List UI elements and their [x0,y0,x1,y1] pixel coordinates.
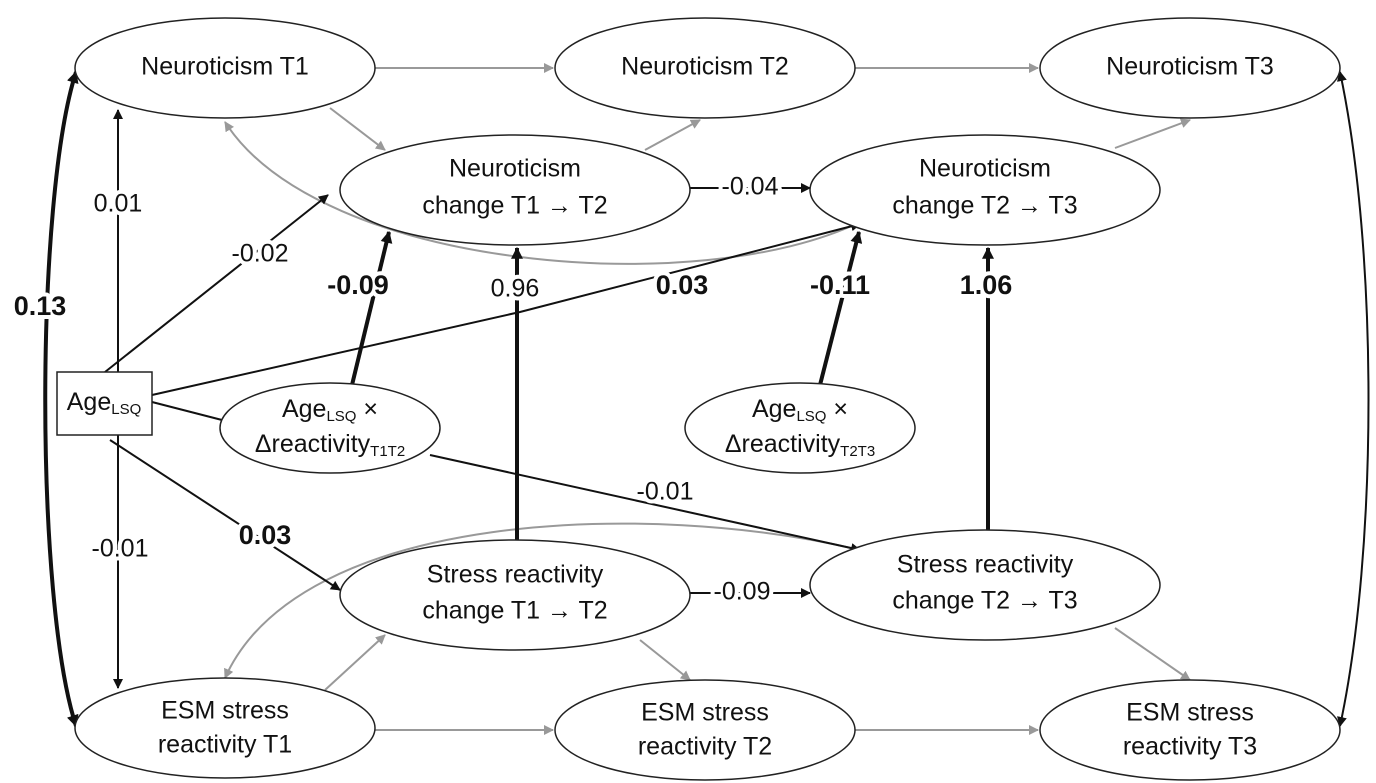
node [809,529,1161,641]
path-label: 1.06 [960,270,1013,300]
node-label: AgeLSQ × [282,395,378,425]
subscript: LSQ [111,401,141,418]
node [809,134,1161,246]
path-label: -0.09 [714,578,771,606]
text: × [826,395,848,423]
path-label: -0.01 [92,535,149,563]
node [74,677,376,779]
arrows [43,63,1370,735]
text: Δreactivity [255,430,371,458]
node-label: ESM stress [1126,699,1254,727]
node [554,679,856,781]
node-label: Stress reactivity [427,561,604,589]
node [554,17,856,119]
path-label: -0.01 [637,478,694,506]
node-label: ESM stress [641,699,769,727]
subscript: LSQ [326,408,356,425]
node-label: change T2 → T3 [892,587,1077,615]
subscript: T1T2 [370,443,405,460]
node-label: AgeLSQ × [752,395,848,425]
node-label: Neuroticism [449,155,581,183]
node [1039,679,1341,781]
nodes: Neuroticism T1 Neuroticism T2 Neuroticis… [56,17,1341,781]
node-label: Neuroticism [919,155,1051,183]
path-label: -0.04 [722,173,779,201]
node-label: Neuroticism T2 [621,53,789,81]
node-label: ΔreactivityT1T2 [255,430,405,460]
node-label: ESM stress [161,697,289,725]
text: × [356,395,378,423]
text: Δreactivity [725,430,841,458]
path-label: -0.02 [232,240,289,268]
node [1039,17,1341,119]
node [684,382,916,474]
path-label: 0.03 [656,270,709,300]
path-labels: 0.01 -0.02 -0.09 0.96 0.03 -0.11 1.06 0.… [10,169,1017,610]
node [74,17,376,119]
text: Age [282,395,326,423]
node [219,382,441,474]
node-label: AgeLSQ [67,388,142,418]
node-label: change T1 → T2 [422,597,607,625]
text: Age [67,388,111,416]
node-label: reactivity T3 [1123,733,1257,761]
node-label: reactivity T2 [638,733,772,761]
path-label: -0.11 [810,270,870,300]
path-label: 0.01 [94,190,143,218]
node-label: change T1 → T2 [422,192,607,220]
text: Age [752,395,796,423]
path-label: 0.03 [239,520,292,550]
node-label: Neuroticism T3 [1106,53,1274,81]
path-label: 0.96 [491,275,540,303]
subscript: LSQ [796,408,826,425]
path-label: 0.13 [14,291,67,321]
node [339,134,691,246]
subscript: T2T3 [840,443,875,460]
path-label: -0.09 [327,270,389,300]
age-box [56,371,153,436]
node-label: Stress reactivity [897,551,1074,579]
node-label: Neuroticism T1 [141,53,309,81]
node-label: change T2 → T3 [892,192,1077,220]
node-label: reactivity T1 [158,731,292,759]
node-label: ΔreactivityT2T3 [725,430,875,460]
node [339,539,691,651]
